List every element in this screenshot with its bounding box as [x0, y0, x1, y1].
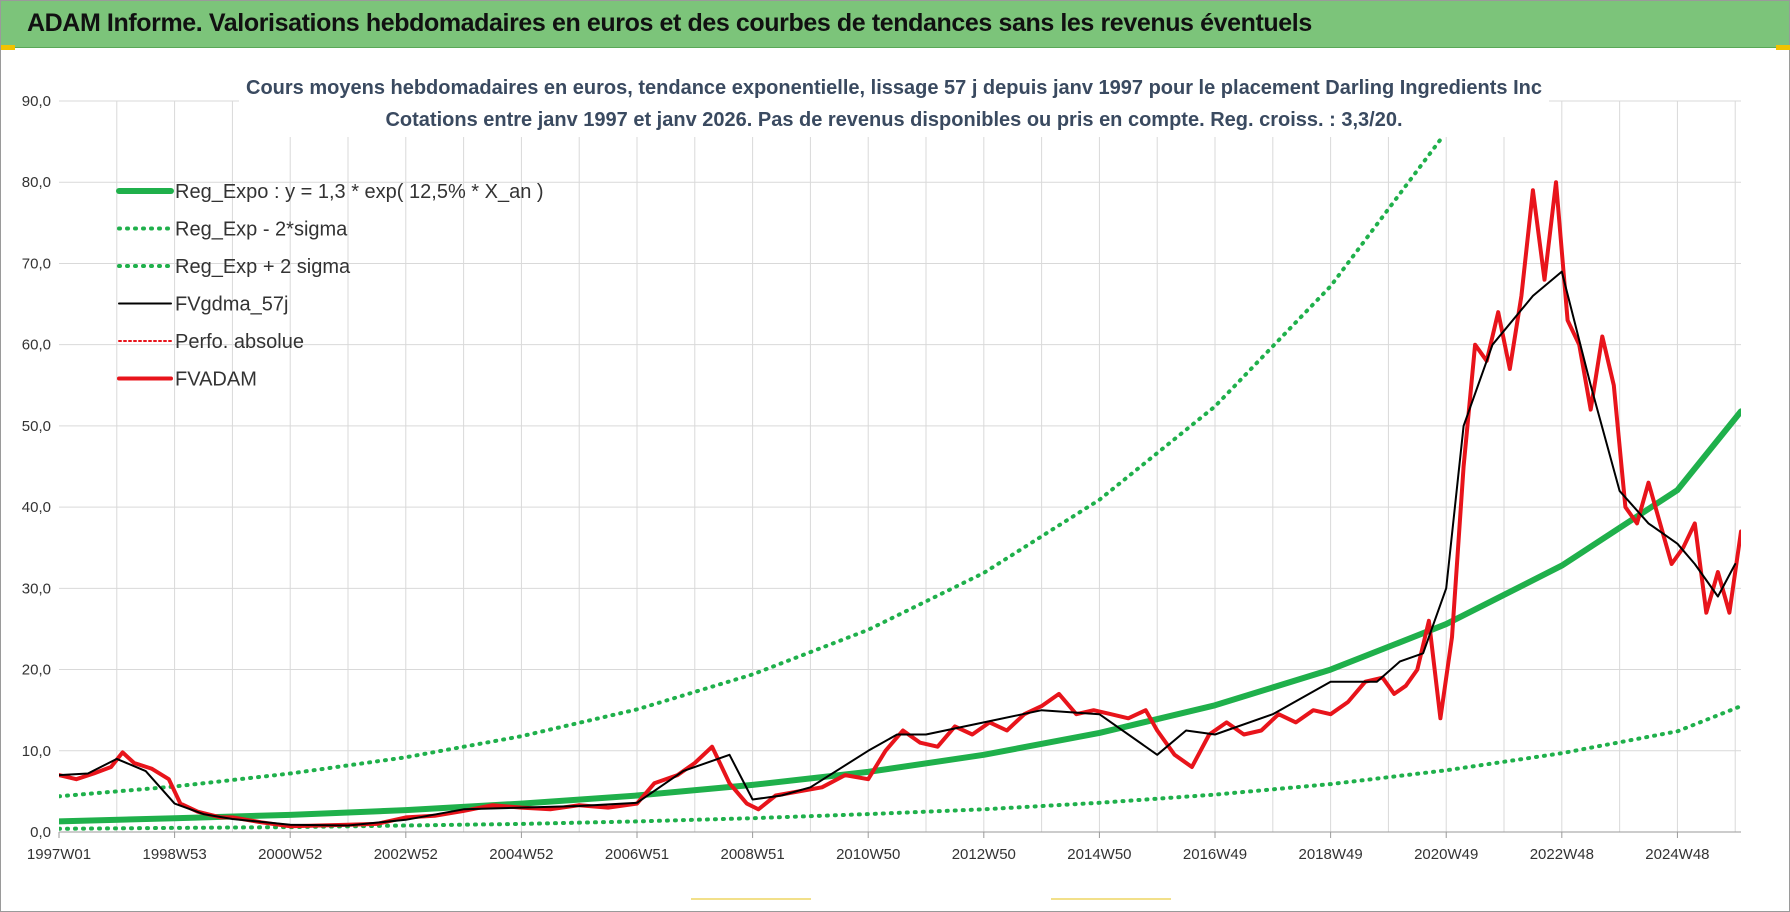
x-tick-label: 2002W52 — [374, 846, 438, 863]
chart-title: Cours moyens hebdomadaires en euros, ten… — [246, 77, 1542, 99]
x-tick-label: 2014W50 — [1067, 846, 1131, 863]
series-line-3 — [59, 270, 1737, 827]
x-tick-label: 2010W50 — [836, 846, 900, 863]
x-tick-label: 2018W49 — [1299, 846, 1363, 863]
x-tick-label: 1997W01 — [27, 846, 91, 863]
legend-entry: FVgdma_57j — [175, 294, 288, 316]
chart-subtitle: Cotations entre janv 1997 et janv 2026. … — [385, 109, 1402, 131]
y-tick-label: 30,0 — [22, 580, 51, 597]
y-tick-label: 40,0 — [22, 499, 51, 516]
legend: Reg_Expo : y = 1,3 * exp( 12,5% * X_an )… — [116, 181, 544, 391]
chart-title-background — [239, 69, 1549, 137]
series-line-2 — [59, 91, 1482, 799]
y-tick-label: 0,0 — [30, 824, 51, 841]
x-tick-label: 2016W49 — [1183, 846, 1247, 863]
y-tick-label: 20,0 — [22, 662, 51, 679]
legend-entry: Reg_Exp - 2*sigma — [175, 219, 348, 241]
legend-entry: FVADAM — [175, 369, 257, 391]
x-tick-label: 2008W51 — [720, 846, 784, 863]
x-tick-label: 2006W51 — [605, 846, 669, 863]
x-tick-label: 2004W52 — [489, 846, 553, 863]
banner-title: ADAM Informe. Valorisations hebdomadaire… — [27, 9, 1312, 37]
x-tick-label: 2022W48 — [1530, 846, 1594, 863]
y-tick-label: 60,0 — [22, 337, 51, 354]
y-tick-label: 50,0 — [22, 418, 51, 435]
legend-entry: Perfo. absolue — [175, 331, 304, 353]
corner-marker-left — [1, 45, 15, 50]
y-tick-label: 90,0 — [22, 93, 51, 110]
y-tick-label: 70,0 — [22, 255, 51, 272]
series-line-0 — [59, 408, 1741, 825]
y-tick-label: 10,0 — [22, 743, 51, 760]
legend-entry: Reg_Expo : y = 1,3 * exp( 12,5% * X_an ) — [175, 181, 544, 203]
x-tick-label: 2000W52 — [258, 846, 322, 863]
axes: 0,0 10,0 20,0 30,0 40,0 50,0 60,0 70,0 80,0 90,0 1… — [22, 93, 1741, 863]
grid — [59, 100, 1741, 833]
x-tick-label: 2020W49 — [1414, 846, 1478, 863]
banner: ADAM Informe. Valorisations hebdomadaire… — [1, 1, 1789, 48]
x-tick-label: 2012W50 — [952, 846, 1016, 863]
y-tick-label: 80,0 — [22, 174, 51, 191]
x-tick-label: 1998W53 — [142, 846, 206, 863]
series-line-5 — [59, 180, 1741, 829]
corner-marker-right — [1776, 45, 1790, 50]
legend-entry: Reg_Exp + 2 sigma — [175, 256, 351, 278]
x-tick-label: 2024W48 — [1645, 846, 1709, 863]
series-layer — [59, 91, 1741, 831]
